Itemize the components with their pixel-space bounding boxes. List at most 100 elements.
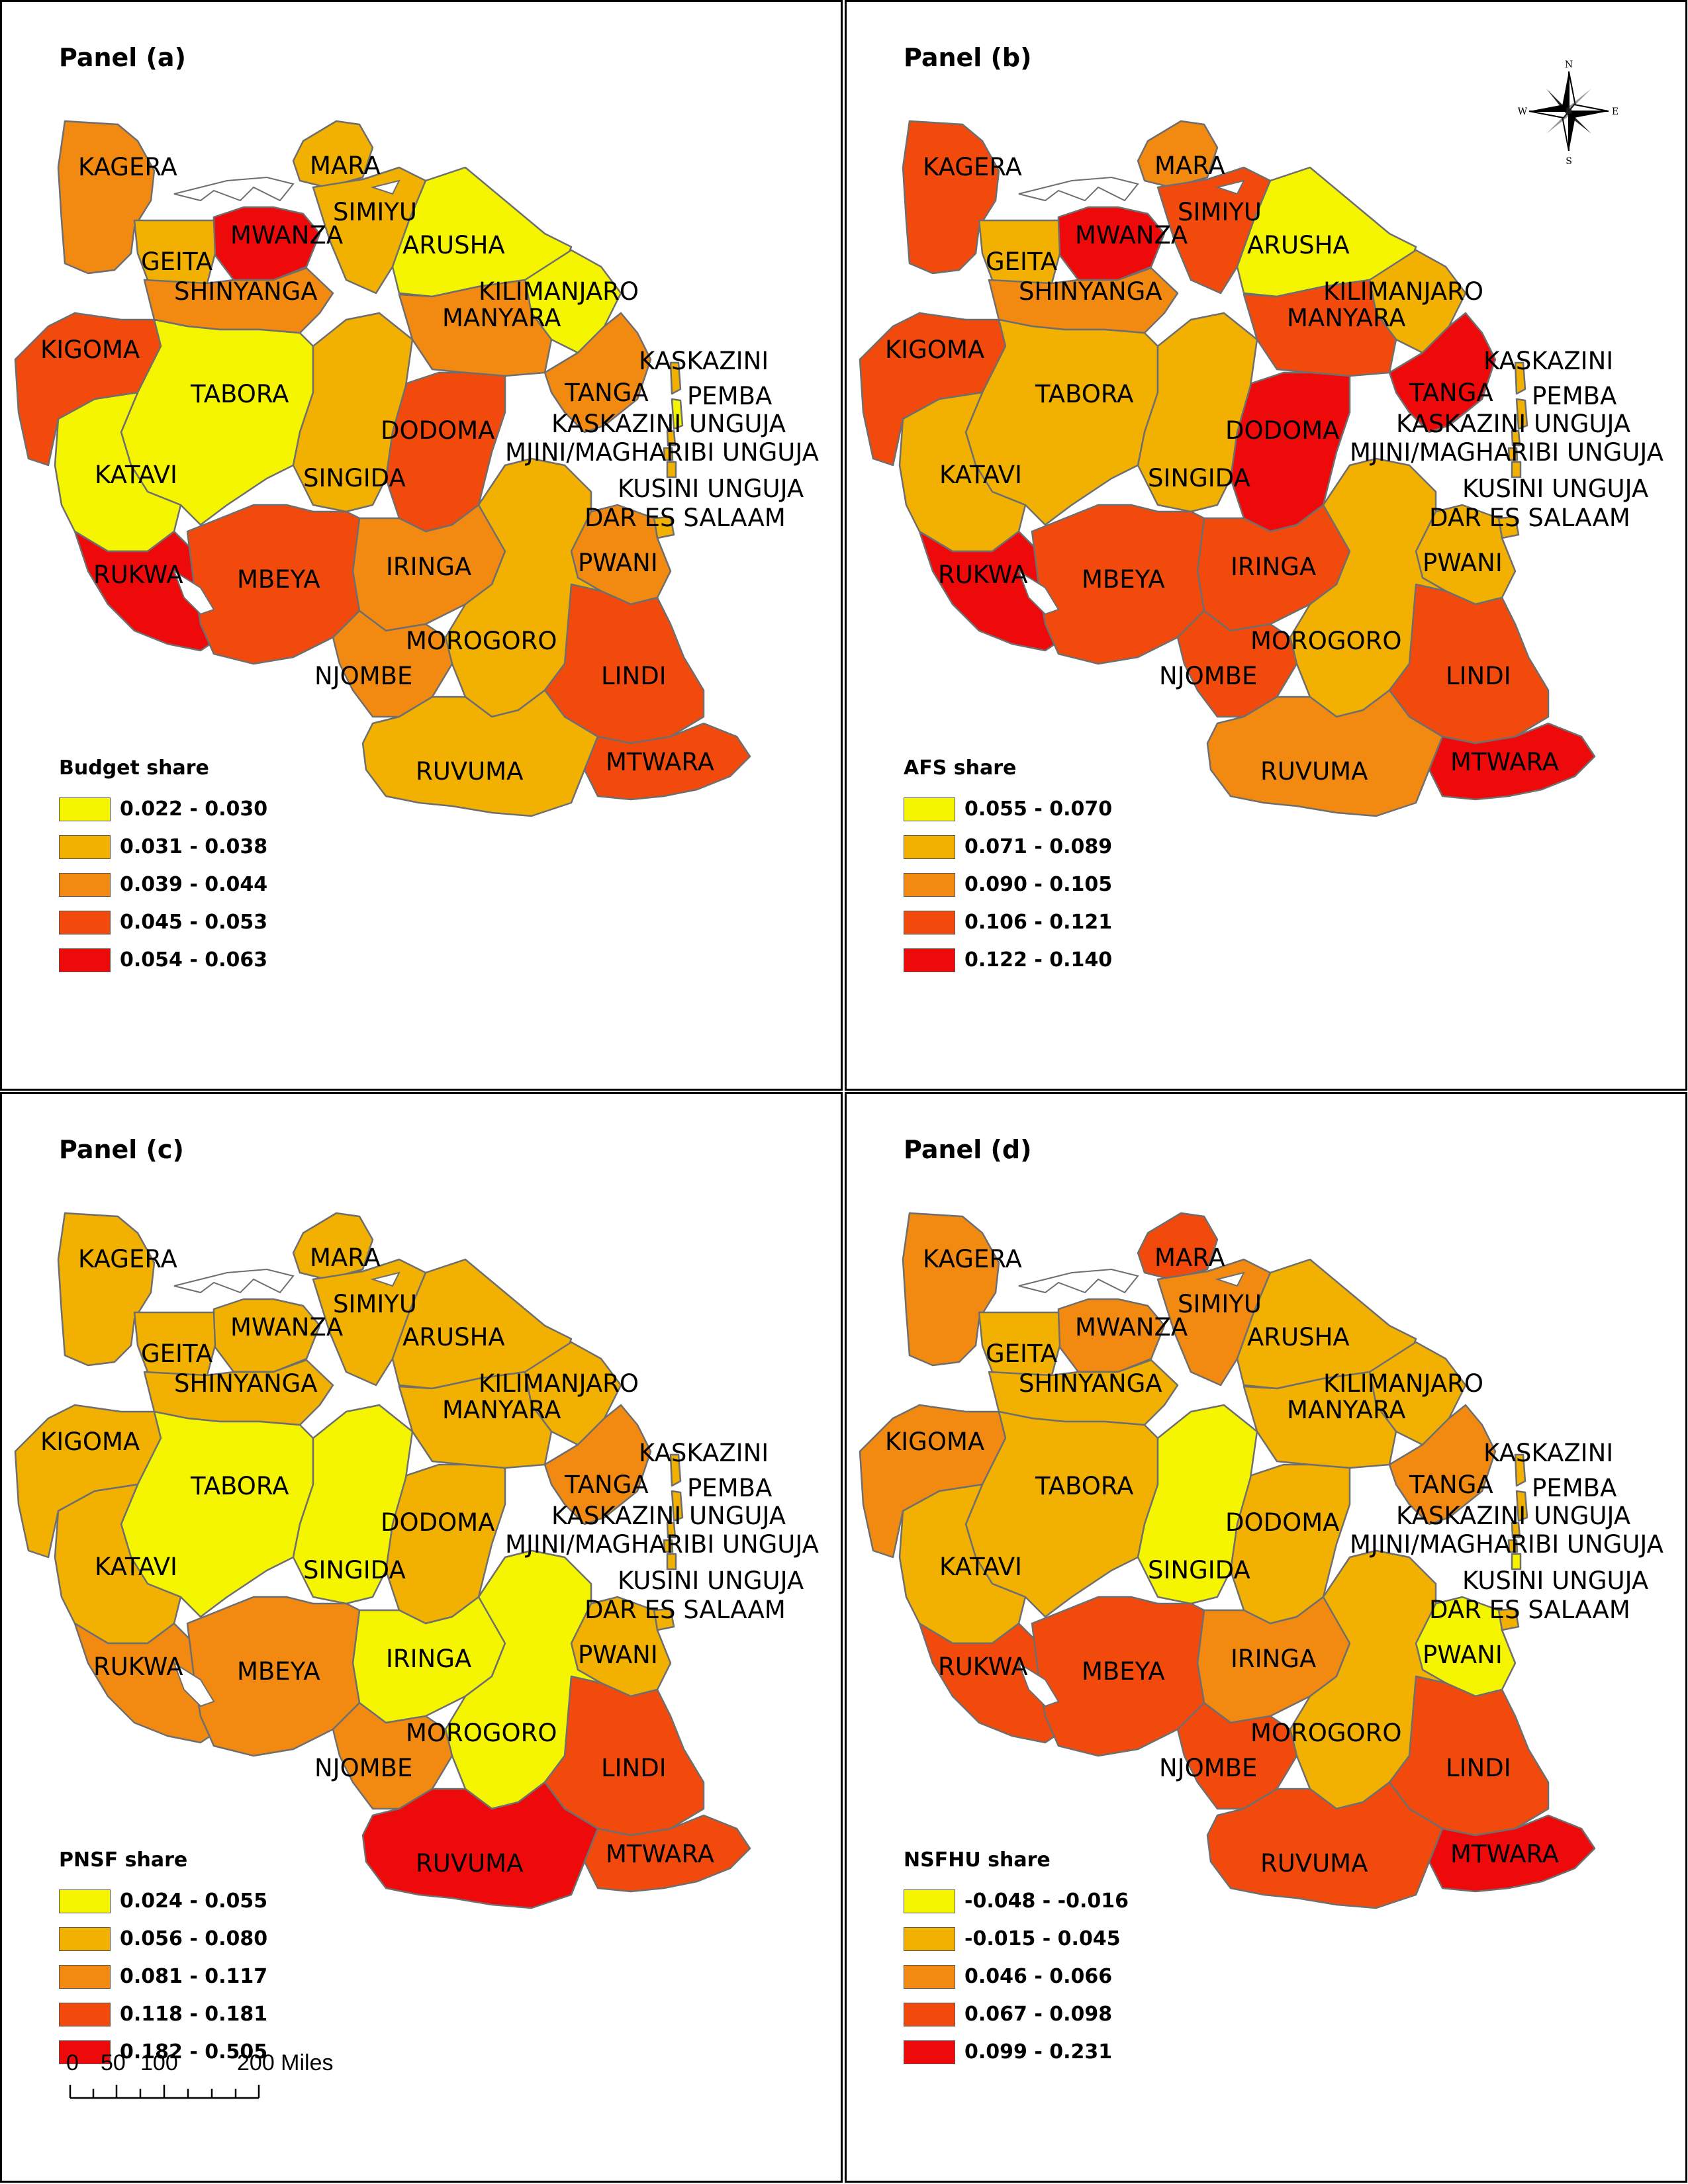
region-label: KIGOMA [40,1428,140,1456]
region-manyara [1243,1371,1397,1469]
legend-label: 0.071 - 0.089 [964,835,1113,858]
region-label: KIGOMA [40,336,140,364]
lake-shape [1017,1661,1060,1707]
legend-label: 0.054 - 0.063 [120,948,268,972]
region-pemba [671,1490,684,1522]
region-katavi [54,1483,182,1645]
legend-item: 0.118 - 0.181 [59,1995,267,2033]
region-label: IRINGA [386,553,471,581]
region-katavi [54,391,182,553]
region-label: TANGA [564,1471,649,1499]
region-label: KASKAZINI UNGUJA [1396,1502,1630,1530]
region-label: KASKAZINI UNGUJA [1396,410,1630,438]
region-label: MJINI/MAGHARIBI UNGUJA [505,438,819,467]
legend-swatch [904,1927,955,1951]
region-label: IRINGA [386,1645,471,1673]
region-mjini-magharibi [1507,1539,1519,1553]
region-label: RUVUMA [1260,1849,1368,1878]
region-label: DAR ES SALAAM [1429,1596,1630,1624]
legend-label: 0.090 - 0.105 [964,873,1113,896]
region-label: KAGERA [923,1245,1022,1273]
region-label: MARA [1154,1244,1225,1272]
region-label: MJINI/MAGHARIBI UNGUJA [1350,438,1664,467]
region-label: GEITA [986,248,1057,276]
compass-s: S [1566,156,1572,167]
panel-d: Panel (d) KAGERA MARA SIMIYU MWANZA GEITA ARU… [845,1092,1687,2183]
region-label: KAGERA [78,153,177,181]
legend-swatch [904,1889,955,1913]
region-label: KASKAZINI [1483,1439,1613,1467]
panel-title: Panel (d) [904,1135,1032,1164]
panel-b: Panel (b) KAGERA MARA SIMIYU MWANZA GEITA ARU… [845,0,1687,1091]
legend-item: 0.122 - 0.140 [904,941,1112,979]
region-label: MANYARA [1287,1396,1405,1424]
region-label: SHINYANGA [174,277,318,306]
region-label: KATAVI [95,461,177,489]
region-label: MANYARA [442,1396,561,1424]
region-kaskazini-unguja [1511,430,1521,447]
region-label: SIMIYU [333,1290,417,1318]
region-mbeya [186,504,361,665]
lake-shape [173,569,215,615]
legend-item: 0.045 - 0.053 [59,903,267,941]
region-label: RUVUMA [416,757,523,786]
compass-n: N [1565,60,1573,70]
region-mwanza [212,1298,321,1373]
region-label: ARUSHA [402,231,505,259]
region-label: MWANZA [230,1313,343,1342]
legend-title: Budget share [59,756,209,780]
region-label: MARA [310,152,381,180]
region-mbeya [1031,1596,1205,1757]
region-mtwara [1428,1814,1596,1893]
legend-item: 0.022 - 0.030 [59,790,267,828]
region-mtwara [583,1814,751,1893]
region-katavi [898,1483,1027,1645]
scale-bar: 0 50 100 200 Miles [66,2050,334,2099]
legend-title: AFS share [904,756,1017,780]
region-mwanza [212,206,321,281]
region-label: MWANZA [1075,221,1188,250]
lake-victoria-shore [173,176,295,202]
region-label: DODOMA [381,1508,494,1537]
region-label: ARUSHA [1247,1323,1350,1351]
legend-swatch [59,1889,111,1913]
legend-label: 0.106 - 0.121 [964,911,1113,934]
region-label: MOROGORO [406,627,557,655]
region-label: TABORA [1035,380,1133,408]
scale-tick-label: 200 Miles [237,2050,334,2075]
region-label: PEMBA [1532,1474,1617,1502]
region-label: PWANI [578,1641,658,1669]
region-kaskazini [1514,1453,1526,1487]
region-label: MOROGORO [1250,627,1402,655]
region-label: KATAVI [95,1553,177,1581]
region-label: MANYARA [442,304,561,332]
legend-item: 0.099 - 0.231 [904,2033,1129,2071]
region-kaskazini [669,361,682,395]
legend-item: 0.039 - 0.044 [59,866,267,903]
region-label: TANGA [564,379,649,407]
legend-label: 0.067 - 0.098 [964,2003,1113,2026]
scale-tick-label: 0 [66,2050,79,2075]
region-mwanza [1057,206,1166,281]
legend-swatch [59,872,111,897]
region-label: ARUSHA [402,1323,505,1351]
region-mara [292,120,374,189]
legend-label: 0.031 - 0.038 [120,835,268,858]
legend-swatch [904,2040,955,2064]
legend: PNSF share 0.024 - 0.055 0.056 - 0.080 0… [59,1848,267,2071]
region-label: SHINYANGA [174,1369,318,1398]
legend-swatch [904,835,955,859]
region-mbeya [1031,504,1205,665]
lake-victoria-shore [1018,1268,1139,1294]
region-label: TABORA [190,380,289,408]
region-label: MJINI/MAGHARIBI UNGUJA [1350,1530,1664,1559]
region-label: NJOMBE [1159,662,1257,690]
region-label: TABORA [1035,1472,1133,1500]
region-label: SHINYANGA [1019,1369,1162,1398]
region-label: MTWARA [1450,748,1559,776]
region-label: DODOMA [1225,416,1339,445]
region-label: DAR ES SALAAM [585,1596,786,1624]
legend-item: 0.024 - 0.055 [59,1882,267,1920]
legend-item: 0.056 - 0.080 [59,1920,267,1958]
